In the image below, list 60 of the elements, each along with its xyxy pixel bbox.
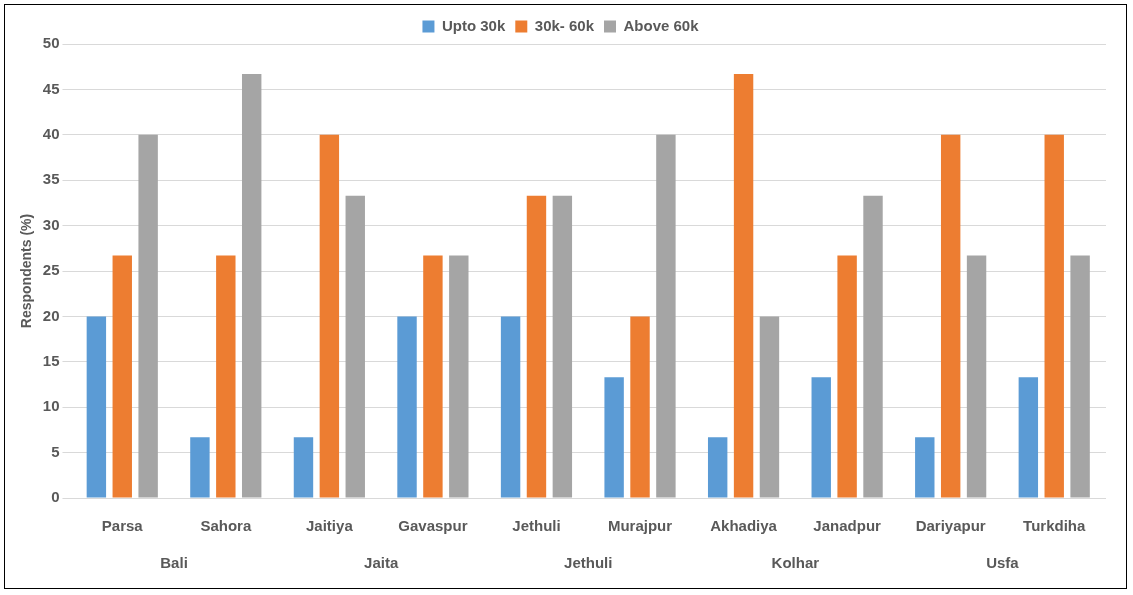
bar (863, 195, 883, 498)
y-tick-label: 40 (42, 124, 60, 142)
x-tick-label: Gavaspur (398, 517, 468, 535)
x-tick-label: Sahora (200, 517, 252, 535)
bar (345, 195, 365, 498)
bar (940, 134, 961, 498)
bar (1018, 377, 1039, 498)
bar (656, 134, 676, 498)
bar (837, 255, 857, 498)
y-tick-label: 50 (42, 34, 60, 52)
y-tick-label: 0 (51, 488, 60, 506)
y-tick-label: 30 (42, 215, 60, 233)
x-tick-label: Parsa (101, 517, 144, 535)
y-tick-label: 45 (42, 79, 60, 97)
x-tick-label: Dariyapur (915, 517, 986, 535)
legend-label: Upto 30k (441, 16, 506, 34)
bar (293, 437, 314, 498)
text: Jethuli (564, 554, 613, 572)
x-tick-label: Akhadiya (710, 517, 778, 535)
y-tick-label: 10 (42, 397, 60, 415)
x-tick-label: Janadpur (813, 517, 882, 535)
x-tick-label: Jethuli (512, 517, 561, 535)
y-tick-label: 25 (42, 261, 60, 279)
bar (86, 316, 107, 498)
text: Usfa (986, 554, 1020, 572)
bar (449, 255, 469, 498)
y-tick-label: 15 (42, 351, 60, 369)
bar (138, 134, 158, 498)
text: Bali (160, 554, 188, 572)
bar (1044, 134, 1064, 498)
bar (604, 377, 624, 498)
bar (759, 316, 780, 498)
legend-label: 30k- 60k (534, 16, 595, 34)
bar (1070, 255, 1090, 498)
bar (552, 195, 573, 498)
bar (190, 437, 210, 498)
bar (241, 73, 262, 498)
bar (526, 195, 547, 498)
x-tick-label: Murajpur (607, 517, 673, 535)
bar (319, 134, 340, 498)
text: Jaita (364, 554, 399, 572)
bar (423, 255, 443, 498)
bar (112, 255, 132, 498)
bar (966, 255, 987, 498)
y-tick-label: 35 (42, 170, 60, 188)
bar (630, 316, 650, 498)
y-axis-title: Respondents (%) (18, 213, 35, 329)
legend-label: Above 60k (623, 16, 700, 34)
bar (811, 377, 831, 498)
bar (397, 316, 417, 498)
y-tick-label: 20 (42, 306, 60, 324)
bar (707, 437, 728, 498)
bar (216, 255, 236, 498)
x-tick-label: Turkdiha (1023, 517, 1086, 535)
y-tick-label: 5 (51, 442, 60, 460)
bar (500, 316, 521, 498)
bar (915, 437, 935, 498)
text: Kolhar (771, 554, 820, 572)
bar (733, 73, 754, 498)
x-tick-label: Jaitiya (306, 517, 354, 535)
